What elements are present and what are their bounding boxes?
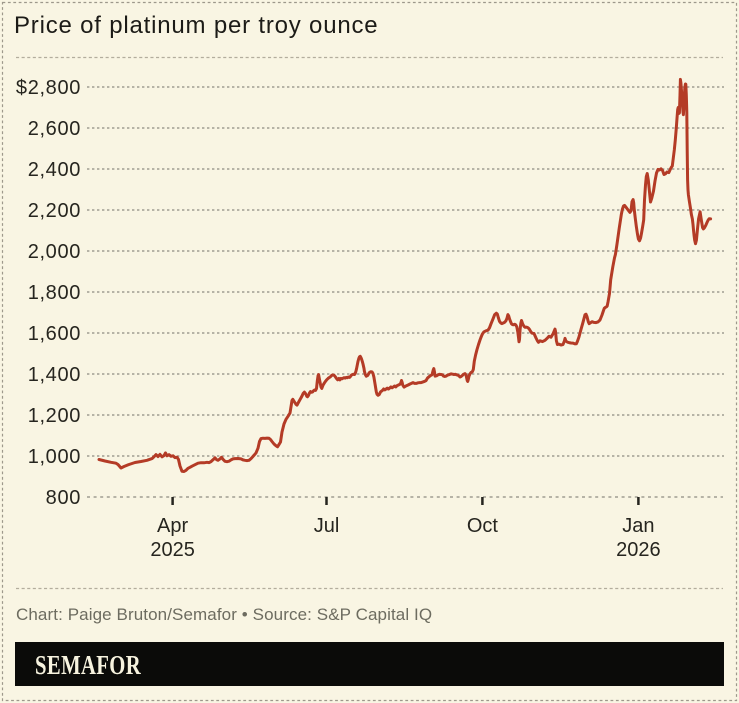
svg-text:2,000: 2,000 <box>28 241 81 263</box>
svg-text:2026: 2026 <box>616 539 661 561</box>
svg-text:1,600: 1,600 <box>28 323 81 345</box>
svg-text:800: 800 <box>46 487 81 509</box>
svg-text:Jul: Jul <box>314 515 340 537</box>
svg-text:1,400: 1,400 <box>28 364 81 386</box>
svg-text:1,200: 1,200 <box>28 405 81 427</box>
svg-text:2,400: 2,400 <box>28 159 81 181</box>
svg-text:1,800: 1,800 <box>28 282 81 304</box>
svg-text:Apr: Apr <box>157 515 188 537</box>
svg-text:$2,800: $2,800 <box>16 77 81 99</box>
svg-text:1,000: 1,000 <box>28 446 81 468</box>
svg-text:2,600: 2,600 <box>28 118 81 140</box>
svg-text:2025: 2025 <box>150 539 195 561</box>
svg-text:2,200: 2,200 <box>28 200 81 222</box>
svg-text:Jan: Jan <box>622 515 654 537</box>
svg-text:Oct: Oct <box>467 515 499 537</box>
